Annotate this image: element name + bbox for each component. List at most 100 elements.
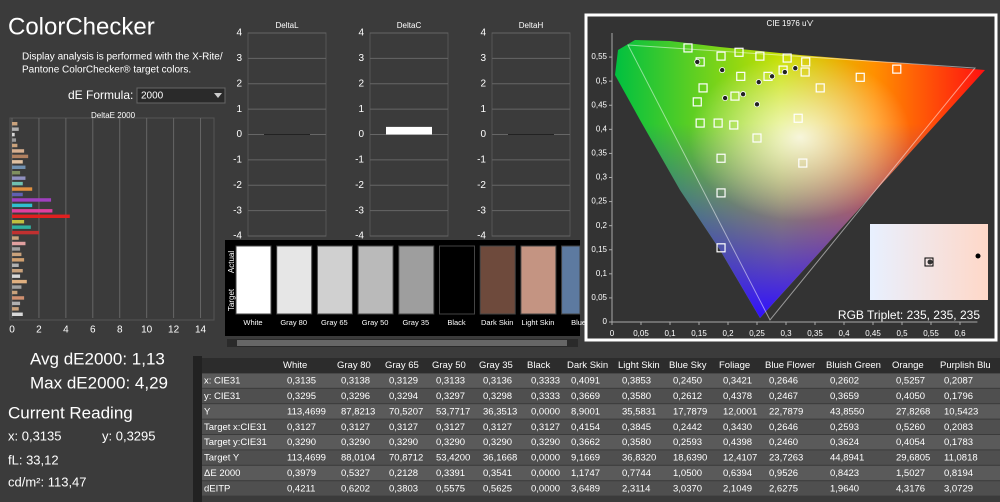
column-header: Blue Flower [765, 360, 815, 371]
target-point [752, 133, 762, 143]
table-row-bg [202, 465, 1000, 481]
table-cell: 9,1669 [571, 453, 600, 464]
bar [12, 149, 25, 153]
table-cell: 0,1783 [944, 437, 973, 448]
measured-point [719, 67, 726, 74]
y-tick-label: 0,25 [591, 197, 607, 206]
target-point [736, 71, 746, 81]
formula-select[interactable] [136, 87, 226, 104]
current-reading: Current Reading [8, 403, 133, 422]
description: Pantone ColorChecker® target colors. [22, 65, 191, 76]
measured-point [769, 73, 776, 80]
y-tick-label: 0,55 [591, 52, 607, 61]
column-header: Gray 35 [479, 360, 513, 371]
table-cell: 0,3290 [436, 437, 465, 448]
y-tick-label: 3 [236, 53, 242, 64]
row-label: Target [227, 288, 236, 311]
bar [264, 134, 310, 135]
swatch-label: Gray 65 [321, 318, 348, 327]
table-cell: 27,8268 [896, 406, 930, 417]
y-tick-label: 4 [358, 28, 364, 39]
table-cell: 0,3133 [436, 376, 465, 387]
bar [12, 176, 26, 180]
target-point [716, 188, 726, 198]
table-row-bg [202, 435, 1000, 450]
bar [12, 138, 17, 142]
chart-title: DeltaH [519, 21, 544, 30]
y-tick-label: 4 [480, 28, 486, 39]
table-cell: 87,8213 [341, 406, 375, 417]
target-point [798, 158, 808, 168]
bar [12, 274, 21, 278]
table-cell: 29,6805 [896, 453, 930, 464]
column-header: Purplish Blu [940, 360, 991, 371]
x-tick-label: 0,35 [807, 329, 823, 338]
swatch-label: Blue [571, 318, 586, 327]
dropdown-arrow[interactable] [214, 93, 222, 98]
column-header: Dark Skin [567, 360, 608, 371]
table-cell: 70,8712 [389, 453, 423, 464]
inset-point [927, 259, 933, 265]
x-tick-label: 0,05 [633, 329, 649, 338]
swatch-label: Dark Skin [481, 318, 514, 327]
chart-title: CIE 1976 u'v' [766, 19, 814, 28]
x-tick-label: 0,3 [780, 329, 792, 338]
x-tick-label: 0,6 [954, 329, 966, 338]
table-cell: 0,3127 [531, 422, 560, 433]
table-cell: 0,7744 [622, 468, 651, 479]
bar [508, 134, 554, 135]
table-cell: 0,2593 [830, 422, 859, 433]
target-point [698, 83, 708, 93]
bar [12, 307, 19, 311]
table-cell: 2,1049 [723, 483, 752, 494]
formula-value[interactable]: 2000 [141, 91, 164, 102]
target-point [695, 118, 705, 128]
table-cell: 0,3127 [483, 422, 512, 433]
table-cell: 18,6390 [673, 453, 707, 464]
y-tick-label: 0,35 [591, 149, 607, 158]
bar [12, 132, 15, 137]
chart-title: DeltaC [397, 21, 422, 30]
table-cell: 0,5625 [483, 483, 512, 494]
chart-title: DeltaE 2000 [91, 111, 136, 120]
table-cell: 4,3176 [896, 483, 925, 494]
x-tick-label: 4 [63, 325, 69, 336]
bar [386, 126, 432, 135]
table-header-bg [202, 358, 1000, 374]
swatch-label: Gray 50 [362, 318, 389, 327]
table-row-bg [202, 450, 1000, 465]
table-cell: 0,3290 [389, 437, 418, 448]
swatch-label: White [243, 318, 262, 327]
table-cell: 0,8423 [830, 468, 859, 479]
table-cell: 3,0729 [944, 483, 973, 494]
table-row-bg [202, 373, 1000, 388]
x-tick-label: 0 [9, 325, 15, 336]
table-cell: 0,3541 [483, 468, 512, 479]
x-tick-label: 2 [36, 325, 42, 336]
target-point [815, 83, 825, 93]
y-tick-label: -2 [477, 180, 486, 191]
table-cell: 0,3296 [341, 391, 370, 402]
row-header: Target y:CIE31 [204, 437, 267, 448]
target-point [730, 91, 740, 101]
swatch [235, 245, 272, 315]
inset-target [924, 257, 934, 267]
y-tick-label: -2 [355, 180, 364, 191]
swatch [439, 245, 475, 315]
y-tick-label: -4 [355, 231, 364, 242]
reading-y: y: 0,3295 [102, 428, 156, 443]
swatch [316, 245, 353, 315]
swatch [398, 245, 435, 315]
column-header: Foliage [719, 360, 750, 371]
table-scrollbar[interactable] [193, 356, 202, 502]
chart-title: DeltaL [275, 21, 299, 30]
scroll-thumb[interactable] [237, 340, 567, 346]
table-cell: 0,3135 [287, 376, 316, 387]
table-cell: 1,1747 [571, 468, 600, 479]
table-cell: 0,4398 [723, 437, 752, 448]
target-point [755, 51, 765, 61]
table-cell: 0,4054 [896, 437, 925, 448]
table-row-bg [202, 481, 1000, 496]
measured-point [781, 69, 788, 76]
